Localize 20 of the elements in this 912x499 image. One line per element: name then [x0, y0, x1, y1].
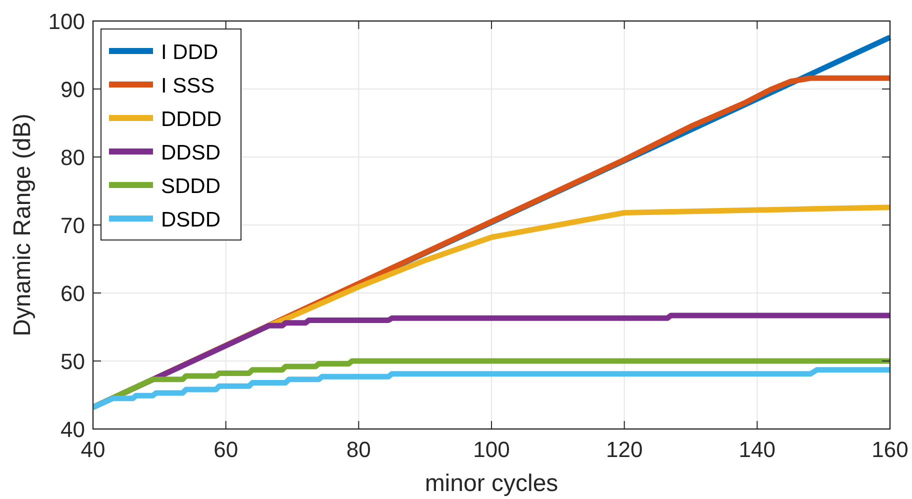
- x-tick-label: 80: [346, 437, 371, 462]
- legend-label: DSDD: [161, 208, 221, 232]
- x-tick-label: 160: [872, 437, 908, 462]
- x-tick-label: 120: [606, 437, 643, 462]
- y-tick-label: 50: [60, 349, 85, 374]
- y-axis-title: Dynamic Range (dB): [9, 114, 36, 336]
- y-tick-label: 100: [48, 9, 85, 34]
- legend-label: DDDD: [161, 108, 222, 131]
- x-tick-label: 60: [214, 437, 238, 462]
- x-axis-title: minor cycles: [424, 470, 558, 497]
- y-tick-label: 90: [60, 77, 85, 102]
- legend-label: I DDD: [161, 41, 218, 64]
- x-tick-label: 100: [473, 437, 510, 462]
- y-tick-label: 80: [60, 145, 85, 170]
- y-tick-label: 70: [60, 213, 85, 238]
- legend-label: I SSS: [161, 74, 215, 98]
- x-tick-label: 140: [738, 437, 776, 462]
- y-tick-label: 60: [60, 281, 85, 306]
- legend-label: SDDD: [161, 175, 221, 198]
- legend-label: DDSD: [161, 142, 221, 164]
